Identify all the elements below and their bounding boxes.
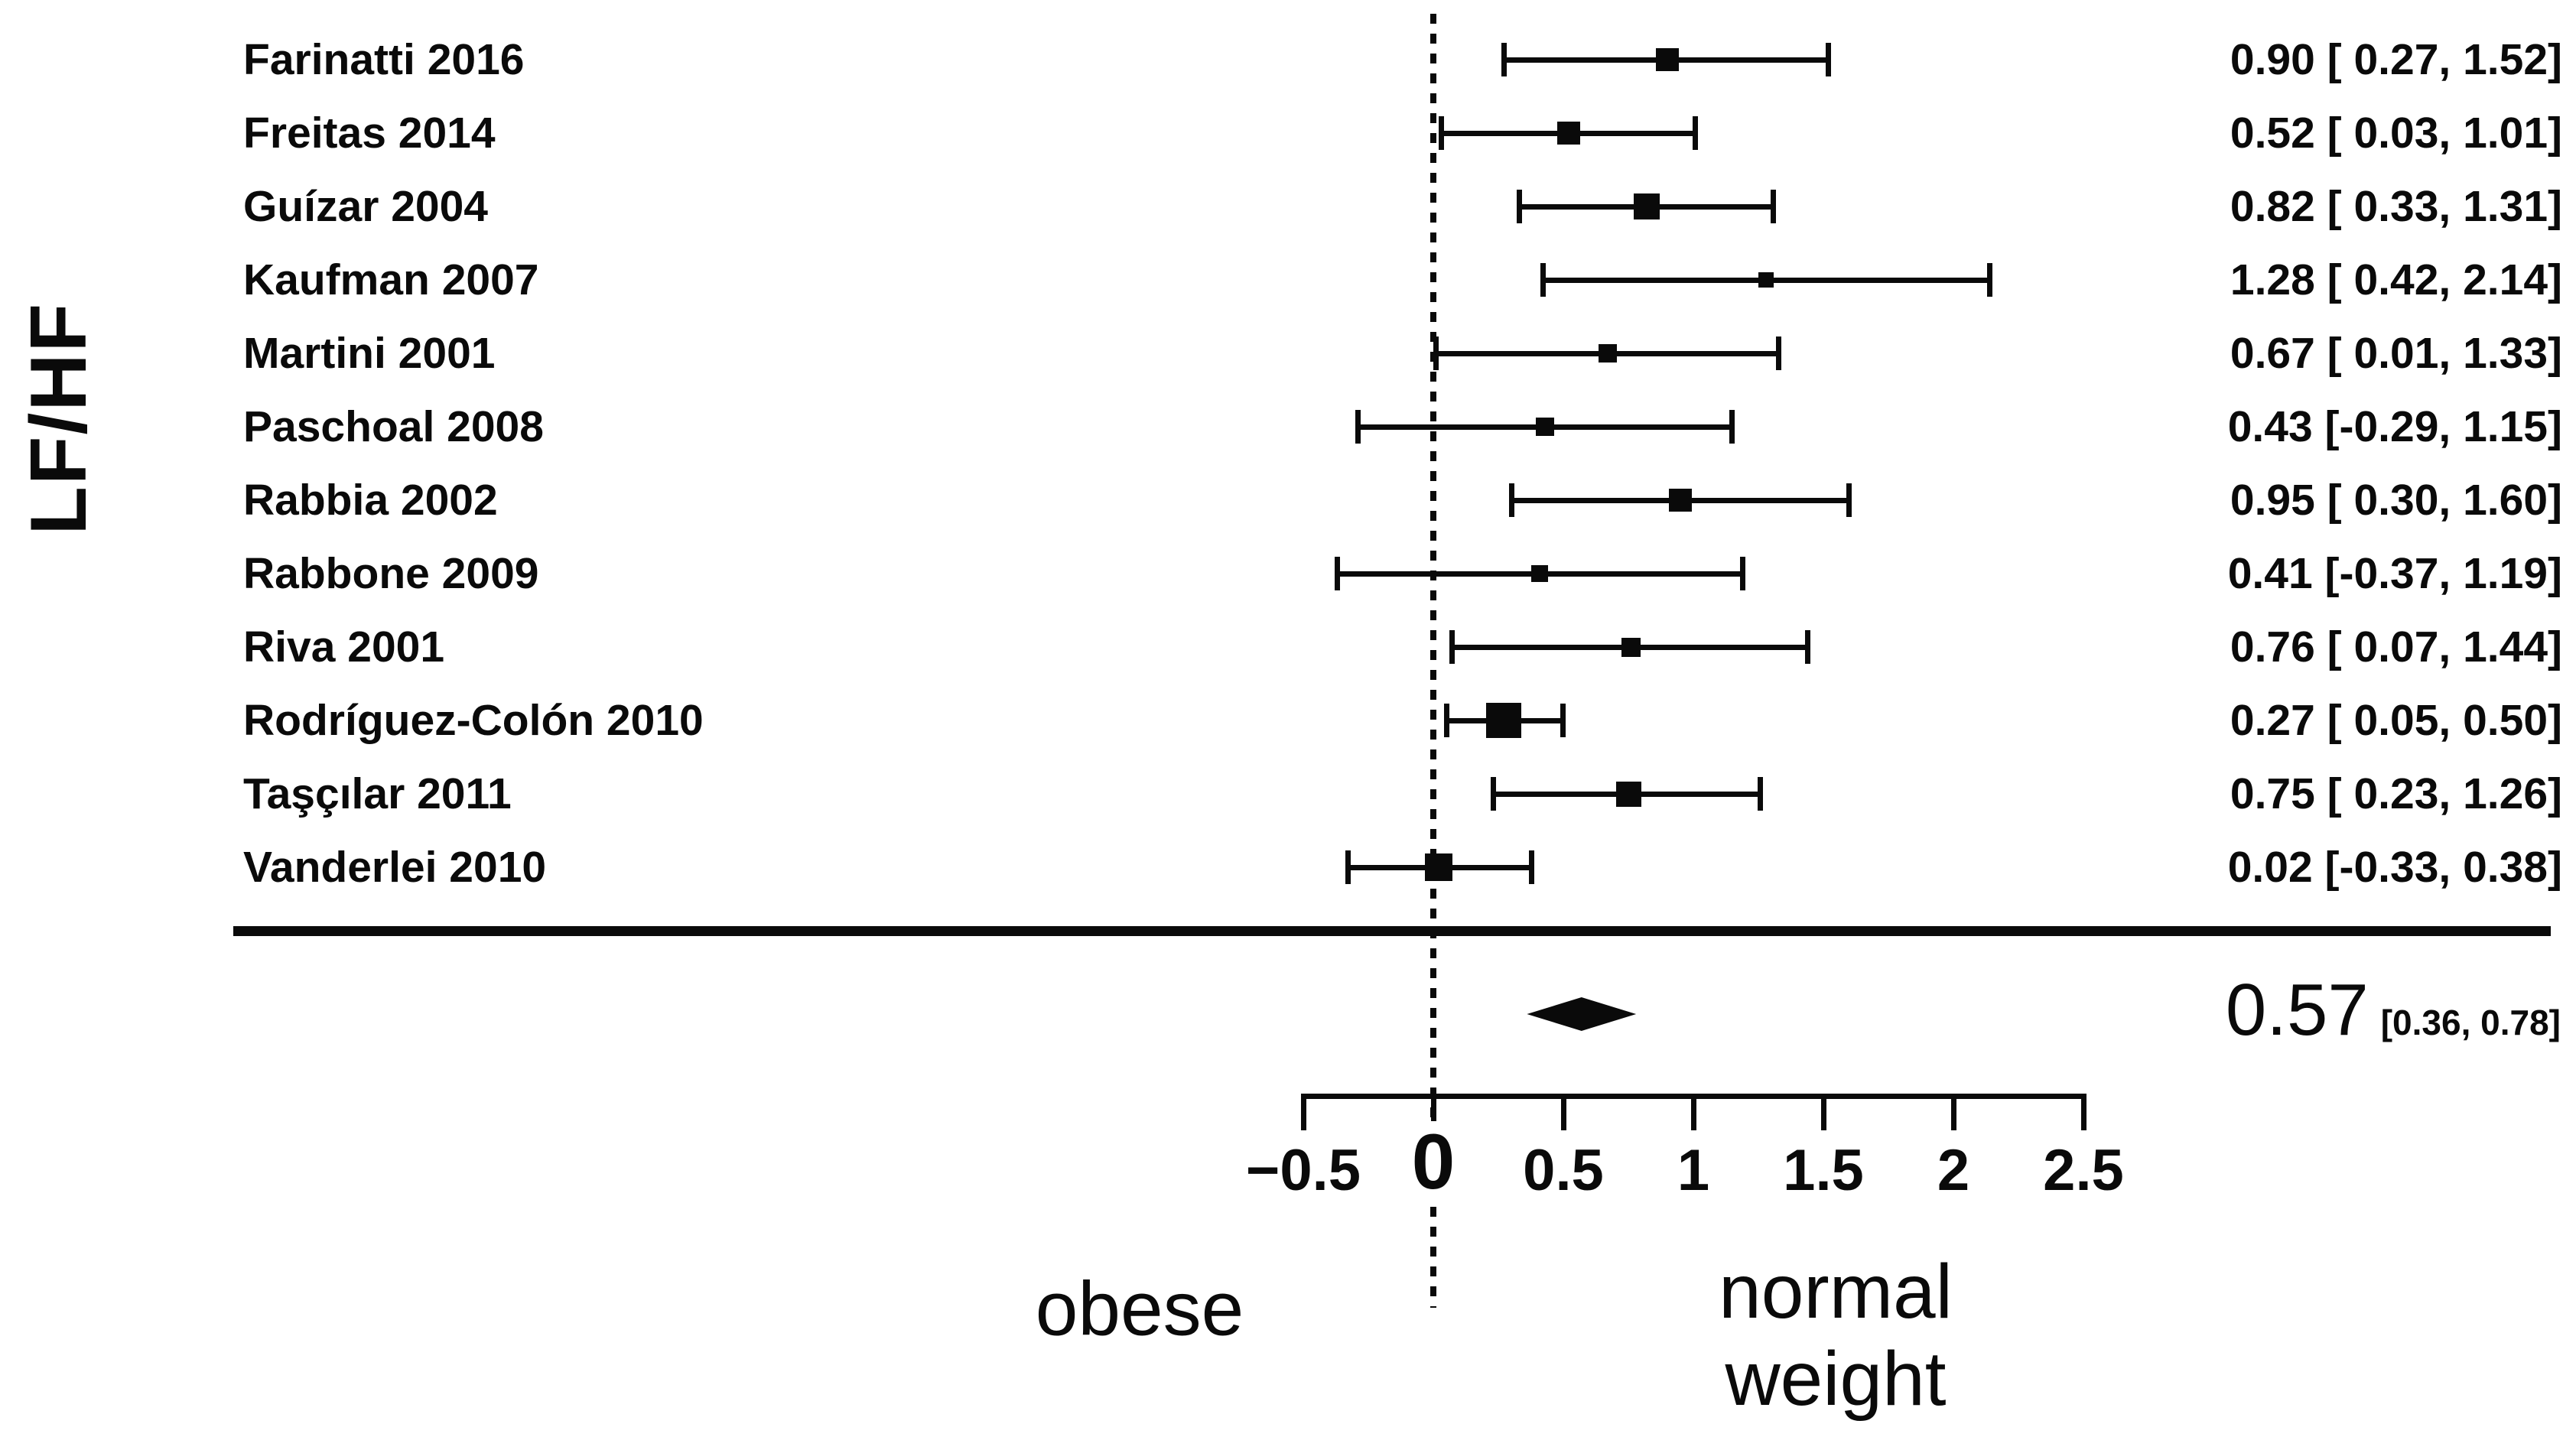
ci-cap-left — [1449, 630, 1455, 664]
right-group-label-line2: weight — [1725, 1336, 1947, 1422]
study-label: Riva 2001 — [243, 623, 445, 671]
point-estimate-marker — [1424, 853, 1452, 881]
x-axis-tick-label: 2 — [1937, 1138, 1970, 1203]
summary-estimate: 0.57 [0.36, 0.78] — [2226, 970, 2561, 1051]
study-label: Kaufman 2007 — [243, 255, 539, 304]
point-estimate-marker — [1656, 48, 1679, 71]
x-axis-tick-mark — [1431, 1094, 1436, 1130]
summary-estimate-value: 0.57 — [2225, 969, 2369, 1051]
ci-cap-left — [1345, 850, 1351, 884]
ci-cap-right — [1825, 43, 1831, 76]
outcome-group-label: LF/HF — [15, 302, 103, 535]
x-axis-tick-label: 1.5 — [1783, 1138, 1864, 1203]
x-axis-tick-label: 2.5 — [2043, 1138, 2124, 1203]
study-label: Rabbia 2002 — [243, 476, 498, 525]
ci-cap-right — [1560, 704, 1566, 737]
x-axis-tick-mark — [1951, 1094, 1956, 1130]
study-label: Guízar 2004 — [243, 182, 489, 231]
study-ci-text: 0.41 [-0.37, 1.19] — [2227, 549, 2562, 598]
point-estimate-marker — [1556, 122, 1580, 145]
study-label: Vanderlei 2010 — [243, 843, 547, 892]
study-ci-text: 0.27 [ 0.05, 0.50] — [2230, 696, 2562, 745]
ci-cap-right — [1804, 630, 1810, 664]
x-axis-tick-mark — [1821, 1094, 1826, 1130]
study-ci-text: 0.52 [ 0.03, 1.01] — [2230, 109, 2562, 158]
point-estimate-marker — [1531, 565, 1549, 582]
study-ci-text: 0.75 [ 0.23, 1.26] — [2230, 769, 2562, 818]
study-ci-text: 1.28 [ 0.42, 2.14] — [2230, 255, 2562, 304]
ci-cap-right — [1729, 410, 1735, 444]
summary-diamond — [1527, 997, 1637, 1031]
ci-cap-left — [1540, 263, 1546, 297]
x-axis-tick-mark — [1691, 1094, 1696, 1130]
x-axis-tick-label: −0.5 — [1245, 1138, 1361, 1203]
x-axis-tick-label: 1 — [1677, 1138, 1710, 1203]
ci-cap-left — [1517, 190, 1523, 223]
ci-cap-right — [1529, 850, 1535, 884]
study-label: Martini 2001 — [243, 329, 496, 378]
study-ci-text: 0.02 [-0.33, 0.38] — [2227, 843, 2562, 892]
ci-cap-left — [1444, 704, 1449, 737]
ci-cap-right — [1758, 777, 1764, 811]
point-estimate-marker — [1536, 418, 1555, 436]
summary-estimate-ci: [0.36, 0.78] — [2380, 1003, 2561, 1042]
point-estimate-marker — [1598, 344, 1617, 363]
ci-cap-right — [1986, 263, 1992, 297]
point-estimate-marker — [1633, 193, 1660, 219]
study-ci-text: 0.82 [ 0.33, 1.31] — [2230, 182, 2562, 231]
study-label: Taşçılar 2011 — [243, 769, 512, 818]
study-label: Rodríguez-Colón 2010 — [243, 696, 704, 745]
point-estimate-marker — [1669, 489, 1692, 512]
x-axis-tick-mark — [1301, 1094, 1306, 1130]
ci-cap-left — [1509, 483, 1514, 517]
ci-cap-left — [1355, 410, 1361, 444]
study-ci-text: 0.76 [ 0.07, 1.44] — [2230, 623, 2562, 671]
study-label: Rabbone 2009 — [243, 549, 539, 598]
x-axis-tick-label: 0.5 — [1523, 1138, 1604, 1203]
study-ci-text: 0.43 [-0.29, 1.15] — [2227, 402, 2562, 451]
study-ci-text: 0.67 [ 0.01, 1.33] — [2230, 329, 2562, 378]
point-estimate-marker — [1758, 272, 1774, 288]
summary-separator-line — [233, 926, 2551, 936]
study-label: Freitas 2014 — [243, 109, 496, 158]
ci-cap-right — [1846, 483, 1852, 517]
study-label: Farinatti 2016 — [243, 35, 525, 84]
ci-cap-right — [1771, 190, 1777, 223]
point-estimate-marker — [1485, 703, 1521, 738]
right-group-label-line1: normal — [1719, 1249, 1953, 1335]
study-ci-text: 0.95 [ 0.30, 1.60] — [2230, 476, 2562, 525]
study-ci-text: 0.90 [ 0.27, 1.52] — [2230, 35, 2562, 84]
ci-cap-right — [1776, 336, 1782, 370]
point-estimate-marker — [1621, 637, 1641, 657]
ci-cap-right — [1739, 557, 1745, 590]
x-axis-left-group-label: obese — [1035, 1266, 1244, 1352]
ci-cap-left — [1335, 557, 1341, 590]
x-axis-tick-mark — [2081, 1094, 2086, 1130]
x-axis-tick-label: 0 — [1407, 1120, 1460, 1204]
zero-reference-line — [1430, 14, 1436, 1308]
ci-cap-left — [1439, 116, 1445, 150]
ci-cap-left — [1501, 43, 1507, 76]
x-axis-tick-mark — [1561, 1094, 1566, 1130]
ci-cap-left — [1433, 336, 1439, 370]
ci-cap-right — [1693, 116, 1699, 150]
study-label: Paschoal 2008 — [243, 402, 544, 451]
point-estimate-marker — [1615, 781, 1641, 807]
ci-cap-left — [1491, 777, 1497, 811]
x-axis-right-group-label: normal weight — [1719, 1248, 1953, 1422]
